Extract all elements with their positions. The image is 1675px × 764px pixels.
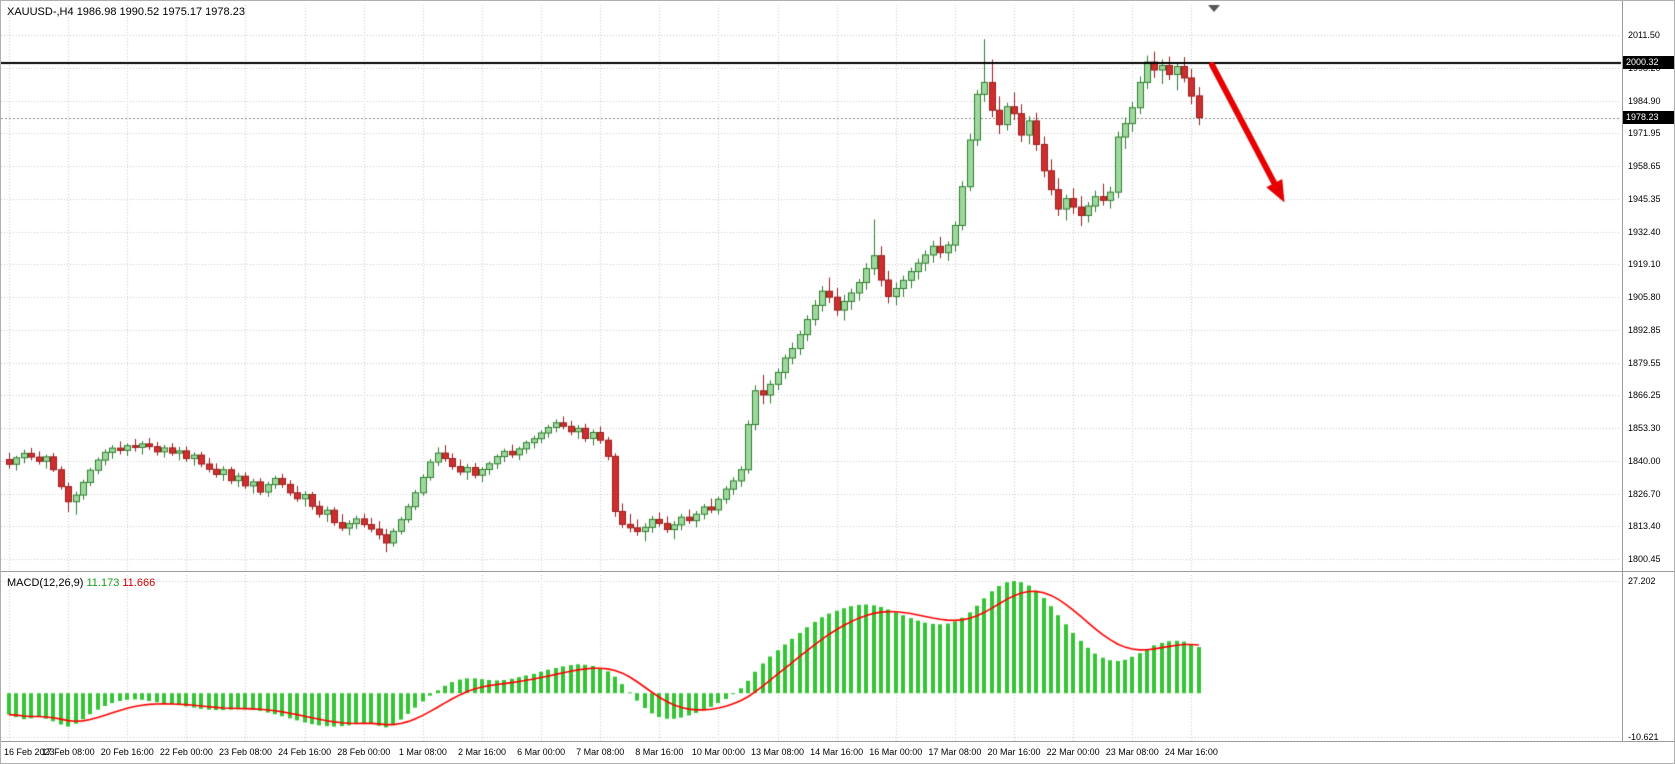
macd-axis-label: 27.202: [1628, 576, 1656, 586]
macd-signal-value: 11.666: [122, 577, 156, 589]
price-axis-label: 1919.10: [1628, 259, 1661, 270]
hline-price-value: 2000.32: [1626, 57, 1659, 68]
time-axis-label: 24 Feb 16:00: [278, 747, 332, 757]
time-axis-label: 10 Mar 00:00: [691, 747, 745, 757]
symbol-ohlc-header: XAUUSD-,H4 1986.98 1990.52 1975.17 1978.…: [7, 6, 245, 18]
time-axis-label: 16 Mar 00:00: [869, 747, 923, 757]
price-axis-label: 1932.40: [1628, 226, 1661, 237]
time-axis-label: 22 Mar 00:00: [1046, 747, 1100, 757]
open-value: 1986.98: [76, 6, 117, 18]
low-value: 1975.17: [162, 6, 203, 18]
price-axis-label: 1905.80: [1628, 292, 1661, 302]
time-axis-label: 20 Mar 16:00: [987, 747, 1041, 757]
price-axis-label: 1840.00: [1628, 455, 1661, 466]
macd-axis-label: -10.621: [1628, 732, 1659, 742]
close-value: 1978.23: [205, 6, 245, 18]
current-price-tag: 1978.23: [1623, 111, 1674, 125]
high-value: 1990.52: [119, 6, 160, 18]
current-price-value: 1978.23: [1626, 112, 1659, 123]
time-axis-label: 8 Mar 16:00: [635, 747, 684, 757]
hline-price-tag: 2000.32: [1623, 56, 1674, 70]
price-axis-label: 1879.55: [1628, 357, 1661, 368]
price-axis-label: 1984.90: [1628, 95, 1661, 106]
time-axis-label: 7 Mar 08:00: [576, 747, 625, 757]
macd-main-value: 11.173: [86, 577, 120, 589]
panel-separator-timeaxis: [1, 741, 1674, 742]
time-axis-label: 16 Feb 2023: [4, 747, 55, 757]
time-axis-label: 2 Mar 16:00: [457, 747, 506, 757]
price-axis-label: 1800.45: [1628, 554, 1661, 564]
price-axis-label: 1958.65: [1628, 161, 1661, 171]
time-axis-label: 6 Mar 00:00: [517, 747, 566, 757]
time-axis-label: 24 Mar 16:00: [1164, 747, 1218, 757]
symbol-timeframe-label: XAUUSD-,H4: [7, 6, 74, 18]
time-axis-label: 28 Feb 00:00: [337, 747, 391, 757]
price-axis-label: 1813.40: [1628, 521, 1661, 532]
price-axis-separator: [1622, 1, 1623, 741]
time-axis-label: 22 Feb 00:00: [159, 747, 213, 757]
price-axis-label: 2011.50: [1628, 30, 1660, 40]
time-axis-label: 17 Mar 08:00: [928, 747, 982, 757]
time-axis-label: 1 Mar 08:00: [398, 747, 447, 757]
time-axis-label: 20 Feb 16:00: [100, 747, 154, 757]
time-axis-label: 14 Mar 16:00: [810, 747, 864, 757]
price-axis-label: 1826.70: [1628, 488, 1661, 499]
macd-params-label: MACD(12,26,9): [7, 577, 84, 589]
time-axis-label: 13 Mar 08:00: [751, 747, 805, 757]
time-axis-label: 23 Feb 08:00: [218, 747, 272, 757]
panel-separator-macd[interactable]: [1, 571, 1674, 572]
price-axis-label: 1892.85: [1628, 324, 1661, 335]
macd-indicator-label: MACD(12,26,9) 11.173 11.666: [7, 577, 155, 589]
price-axis-label: 1945.35: [1628, 193, 1661, 204]
price-axis-label: 1866.25: [1628, 390, 1661, 401]
price-axis-label: 1853.30: [1628, 423, 1661, 433]
time-axis-label: 23 Mar 08:00: [1105, 747, 1159, 757]
price-axis-label: 1971.95: [1628, 128, 1661, 139]
time-axis-label: 17 Feb 08:00: [41, 747, 95, 757]
